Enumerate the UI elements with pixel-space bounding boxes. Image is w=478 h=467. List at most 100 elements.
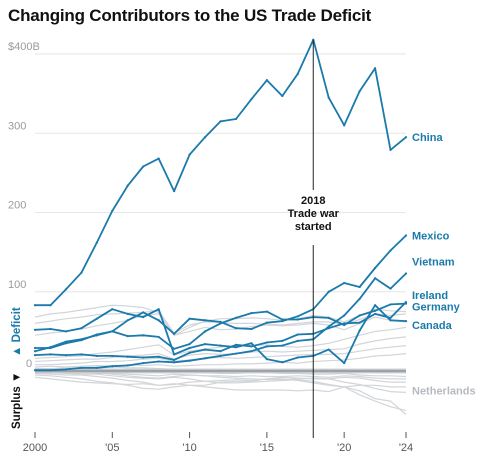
- vietnam-point-2009: [173, 361, 176, 364]
- canada-point-2013: [234, 346, 238, 349]
- gridlines: [35, 53, 406, 293]
- y-tick-label-0: 0: [26, 358, 32, 370]
- mexico-point-2019: [327, 290, 330, 293]
- x-tick-label-2005: '05: [105, 442, 119, 454]
- ireland-point-2023: [389, 316, 392, 320]
- germany-point-2000: [33, 346, 37, 350]
- china-point-2021: [358, 90, 361, 93]
- ireland-point-2009: [173, 358, 176, 362]
- china-point-2011: [203, 136, 207, 139]
- germany-point-2012: [219, 322, 222, 325]
- germany-point-2003: [80, 338, 83, 342]
- germany-point-2009: [173, 347, 176, 350]
- ireland-point-2014: [250, 345, 253, 348]
- canada-point-2016: [281, 361, 284, 364]
- germany-point-2024: [404, 302, 408, 305]
- china-point-2003: [80, 271, 83, 274]
- x-tick-label-2015: '15: [260, 442, 274, 454]
- canada-point-2021: [358, 329, 361, 332]
- series-label-vietnam: Vietnam: [412, 257, 455, 269]
- vietnam-point-2003: [80, 366, 83, 369]
- ireland-point-2012: [219, 350, 222, 353]
- vietnam-point-2015: [265, 345, 268, 348]
- germany-point-2007: [142, 334, 145, 337]
- series-line-other-20: [34, 304, 407, 336]
- germany-point-2008: [157, 335, 160, 339]
- china-point-2023: [389, 148, 392, 151]
- y-tick-label-100: 100: [8, 279, 26, 291]
- series-label-china: China: [412, 132, 443, 144]
- china-point-2015: [265, 79, 268, 82]
- mexico-point-2009: [173, 332, 176, 335]
- vietnam-point-2020: [343, 314, 346, 317]
- series-label-netherlands: Netherlands: [412, 386, 476, 398]
- germany-point-2022: [373, 309, 377, 312]
- ireland-point-2001: [49, 353, 52, 356]
- china-point-2010: [188, 153, 191, 156]
- canada-point-2006: [126, 312, 129, 316]
- canada-point-2022: [373, 304, 377, 307]
- china-point-2009: [173, 190, 176, 193]
- ireland-point-2005: [111, 354, 114, 358]
- vietnam-point-2004: [95, 366, 98, 369]
- mexico-point-2017: [296, 315, 299, 318]
- ireland-point-2021: [358, 321, 361, 324]
- mexico-point-2011: [203, 319, 207, 322]
- germany-point-2004: [95, 333, 98, 336]
- ireland-point-2022: [373, 312, 377, 316]
- mexico-point-2006: [126, 319, 129, 322]
- canada-point-2011: [203, 342, 207, 346]
- vietnam-point-2011: [203, 357, 207, 360]
- ireland-point-2003: [80, 353, 83, 356]
- mexico-point-2015: [265, 321, 268, 324]
- canada-point-2012: [219, 344, 222, 347]
- series-line-germany: [34, 302, 407, 350]
- series-label-canada: Canada: [412, 320, 453, 332]
- china-point-2002: [64, 288, 68, 291]
- series-line-other-8: [34, 372, 407, 393]
- vietnam-point-2024: [404, 272, 408, 275]
- germany-point-2020: [343, 323, 346, 327]
- china-point-2020: [343, 124, 346, 127]
- ireland-point-2000: [33, 354, 37, 357]
- canada-point-2003: [80, 327, 83, 330]
- canada-point-2002: [64, 330, 68, 333]
- mexico-point-2024: [404, 234, 408, 237]
- china-point-2008: [157, 157, 160, 160]
- vietnam-point-2016: [281, 344, 284, 347]
- ireland-point-2015: [265, 341, 268, 344]
- china-point-2019: [327, 96, 330, 99]
- canada-point-2000: [33, 328, 37, 331]
- ireland-point-2011: [203, 348, 207, 351]
- series-line-china: [34, 38, 407, 307]
- ireland-point-2006: [126, 355, 129, 358]
- vietnam-point-2017: [296, 339, 299, 342]
- vietnam-point-2006: [126, 364, 129, 367]
- mexico-point-2014: [250, 327, 253, 331]
- china-point-2017: [296, 72, 299, 75]
- germany-point-2017: [296, 318, 299, 321]
- x-tick-label-2000: 2000: [23, 442, 47, 454]
- highlighted-lines: [33, 38, 408, 372]
- china-point-2004: [95, 241, 98, 244]
- annotation-text-line-1: 2018: [301, 195, 325, 207]
- canada-point-2017: [296, 356, 299, 359]
- vietnam-point-2007: [142, 361, 145, 365]
- ireland-point-2002: [64, 354, 68, 357]
- china-point-2016: [281, 94, 284, 98]
- mexico-point-2020: [343, 281, 346, 285]
- deficit-label-text: ▲ Deficit: [11, 307, 23, 357]
- china-point-2001: [49, 304, 52, 307]
- china-point-2006: [126, 184, 129, 187]
- series-line-other-9: [35, 372, 406, 388]
- germany-point-2023: [389, 303, 392, 306]
- annotation-text-line-3: started: [295, 221, 332, 233]
- vietnam-point-2021: [358, 297, 361, 300]
- ireland-point-2010: [188, 351, 191, 354]
- mexico-point-2007: [142, 311, 145, 314]
- mexico-point-2013: [234, 327, 238, 330]
- x-tick-label-2010: '10: [182, 442, 196, 454]
- mexico-point-2016: [281, 319, 284, 323]
